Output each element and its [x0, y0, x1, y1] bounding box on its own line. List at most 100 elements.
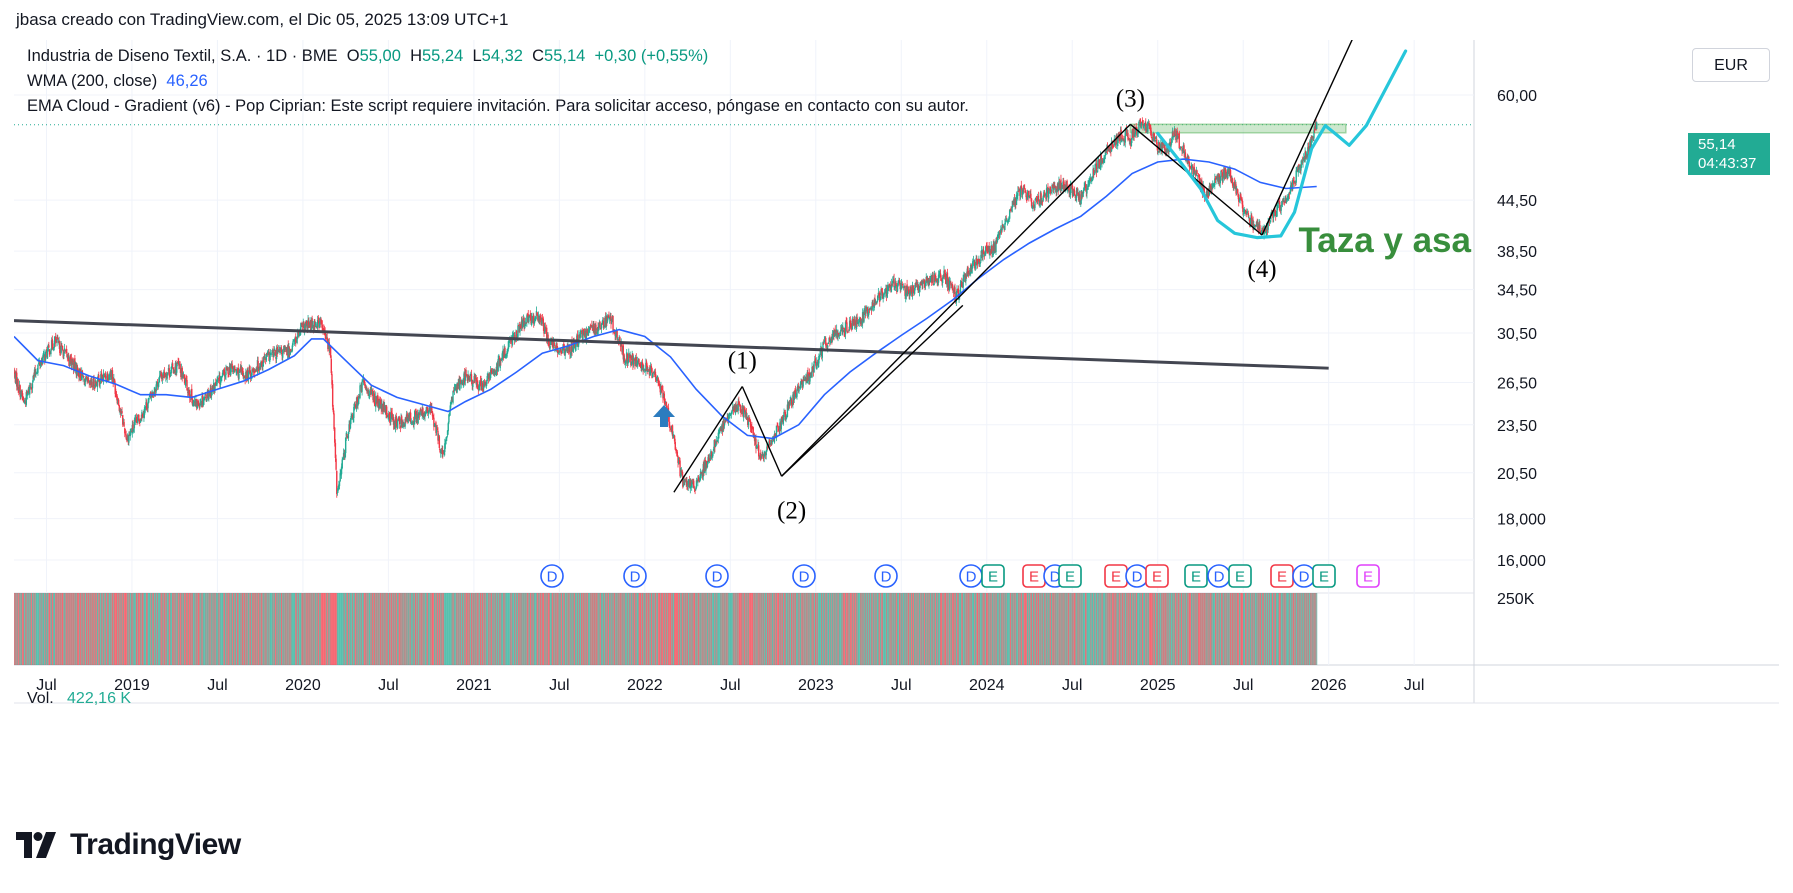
candle-body — [897, 281, 899, 286]
volume-bar — [299, 593, 302, 665]
volume-bar — [1166, 593, 1168, 665]
volume-bar — [509, 593, 511, 665]
candle-body — [267, 350, 270, 352]
volume-bar — [959, 593, 962, 665]
volume-bar — [145, 593, 147, 665]
candle-body — [68, 357, 70, 362]
volume-bar — [204, 593, 207, 665]
candle-body — [686, 487, 689, 489]
volume-bar — [189, 593, 192, 665]
volume-bar — [399, 593, 401, 665]
volume-bar — [817, 593, 819, 665]
candle-body — [1034, 201, 1036, 209]
candle-body — [831, 333, 834, 340]
candle-body — [679, 460, 681, 476]
volume-bar — [588, 593, 590, 665]
volume-bar — [113, 593, 115, 665]
volume-bar — [913, 593, 915, 665]
volume-bar — [322, 593, 324, 665]
volume-bar — [111, 593, 114, 665]
candle-body — [958, 296, 960, 300]
volume-bar — [331, 593, 333, 665]
volume-bar — [343, 593, 345, 665]
candle-body — [444, 443, 446, 452]
volume-bar — [463, 593, 465, 665]
volume-bar — [1229, 593, 1232, 665]
volume-bar — [698, 593, 700, 665]
volume-bar — [327, 593, 330, 665]
candle-body — [340, 466, 343, 475]
candle-body — [1024, 188, 1026, 190]
volume-bar — [223, 593, 225, 665]
volume-bar — [1187, 593, 1189, 665]
volume-bar — [307, 593, 309, 665]
volume-bar — [350, 593, 352, 665]
volume-bar — [1194, 593, 1196, 665]
candle-body — [872, 302, 874, 307]
volume-bar — [944, 593, 946, 665]
volume-bar — [160, 593, 162, 665]
volume-bar — [115, 593, 118, 665]
chart-header: jbasa creado con TradingView.com, el Dic… — [16, 10, 509, 29]
volume-bar — [975, 593, 977, 665]
volume-bar — [926, 593, 928, 665]
candle-body — [746, 416, 748, 420]
candle-body — [1008, 210, 1011, 219]
volume-bar — [648, 593, 650, 665]
candle-body — [847, 330, 849, 332]
volume-bar — [593, 593, 596, 665]
candle-body — [1054, 185, 1056, 188]
volume-bar — [1193, 593, 1195, 665]
volume-bar — [570, 593, 572, 665]
volume-bar — [1163, 593, 1165, 665]
candle-body — [472, 381, 475, 383]
candle-body — [305, 320, 308, 323]
volume-bar — [1087, 593, 1089, 665]
volume-bar — [109, 593, 112, 665]
volume-bar — [903, 593, 905, 665]
candle-body — [509, 339, 512, 342]
volume-bar — [1261, 593, 1263, 665]
volume-bar — [1090, 593, 1092, 665]
volume-bar — [1080, 593, 1083, 665]
volume-bar — [1110, 593, 1113, 665]
candle-body — [388, 412, 391, 418]
volume-bar — [995, 593, 997, 665]
candle-body — [887, 286, 889, 291]
candle-body — [29, 386, 31, 395]
volume-bar — [593, 593, 595, 665]
candle-body — [109, 375, 111, 376]
volume-bar — [974, 593, 977, 665]
candle-body — [316, 320, 319, 328]
volume-bar — [1042, 593, 1044, 665]
volume-bar — [1288, 593, 1290, 665]
candle-body — [519, 326, 521, 332]
volume-bar — [299, 593, 301, 665]
volume-bar — [1003, 593, 1005, 665]
volume-bar — [909, 593, 911, 665]
candle-body — [217, 378, 220, 380]
volume-bar — [311, 593, 313, 665]
volume-bar — [546, 593, 548, 665]
candle-body — [396, 420, 399, 429]
candle-body — [959, 284, 962, 293]
candle-body — [866, 307, 869, 314]
volume-bar — [907, 593, 909, 665]
candle-body — [70, 356, 72, 360]
candle-body — [486, 376, 488, 382]
volume-bar — [415, 593, 417, 665]
candle-body — [740, 409, 742, 413]
volume-bar — [583, 593, 585, 665]
volume-bar — [733, 593, 735, 665]
candle-body — [919, 282, 921, 289]
volume-bar — [283, 593, 285, 665]
volume-bar — [35, 593, 38, 665]
volume-bar — [365, 593, 367, 665]
candle-body — [280, 347, 283, 353]
candle-body — [845, 320, 847, 323]
volume-bar — [652, 593, 654, 665]
volume-bar — [303, 593, 305, 665]
volume-bar — [416, 593, 418, 665]
volume-bar — [405, 593, 408, 665]
